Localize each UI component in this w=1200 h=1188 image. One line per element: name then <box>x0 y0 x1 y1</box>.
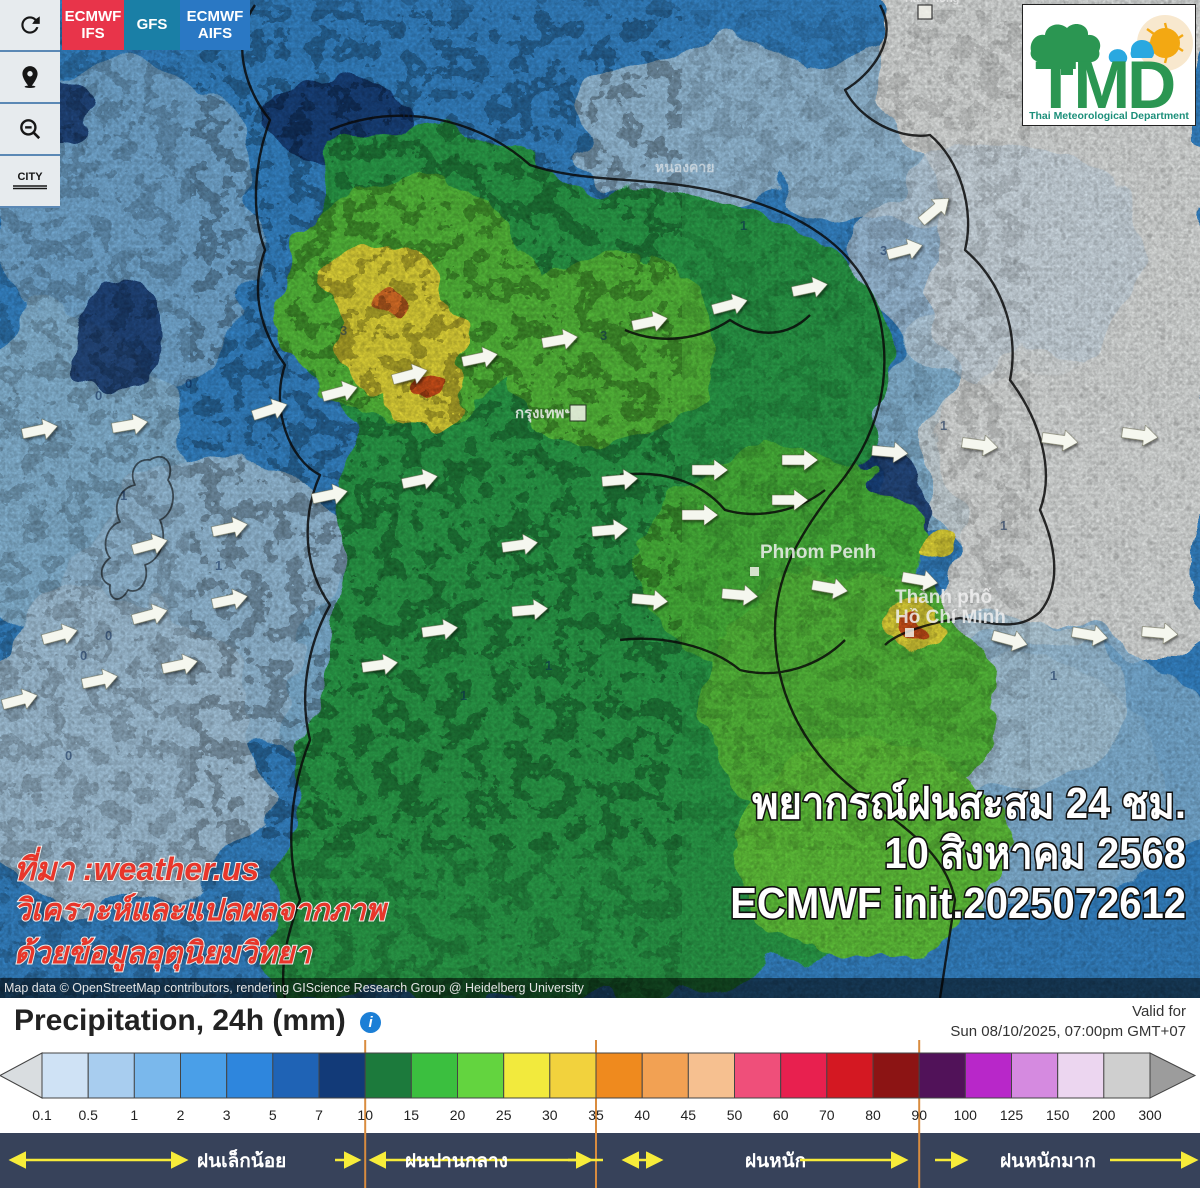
svg-text:1: 1 <box>460 688 467 703</box>
svg-text:Phnom Penh: Phnom Penh <box>760 542 876 563</box>
svg-text:กรุงเทพฯ: กรุงเทพฯ <box>515 405 573 423</box>
svg-text:80: 80 <box>865 1107 881 1123</box>
svg-text:3: 3 <box>340 323 347 338</box>
svg-text:1: 1 <box>1000 518 1007 533</box>
svg-text:ฝนหนักมาก: ฝนหนักมาก <box>1000 1151 1096 1172</box>
svg-text:3: 3 <box>600 328 607 343</box>
svg-text:100: 100 <box>954 1107 978 1123</box>
svg-text:150: 150 <box>1046 1107 1070 1123</box>
svg-text:0: 0 <box>65 748 72 763</box>
svg-text:1: 1 <box>130 1107 138 1123</box>
svg-text:CITY: CITY <box>17 171 43 183</box>
svg-text:25: 25 <box>496 1107 512 1123</box>
svg-text:40: 40 <box>634 1107 650 1123</box>
svg-text:10: 10 <box>357 1107 373 1123</box>
svg-text:1: 1 <box>740 218 747 233</box>
svg-text:หนองคาย: หนองคาย <box>655 159 714 175</box>
svg-text:Thành phố: Thành phố <box>895 587 992 608</box>
svg-text:15: 15 <box>404 1107 420 1123</box>
svg-text:300: 300 <box>1138 1107 1162 1123</box>
svg-text:60: 60 <box>773 1107 789 1123</box>
svg-text:Thai Meteorological Department: Thai Meteorological Department <box>1029 110 1189 122</box>
svg-text:1: 1 <box>940 418 947 433</box>
svg-text:0: 0 <box>105 628 112 643</box>
svg-text:3: 3 <box>880 243 887 258</box>
svg-text:5: 5 <box>269 1107 277 1123</box>
svg-text:200: 200 <box>1092 1107 1116 1123</box>
svg-text:ฝนปานกลาง: ฝนปานกลาง <box>405 1151 508 1172</box>
svg-text:1: 1 <box>545 658 552 673</box>
svg-text:90: 90 <box>911 1107 927 1123</box>
svg-text:35: 35 <box>588 1107 604 1123</box>
svg-text:45: 45 <box>681 1107 697 1123</box>
svg-text:1: 1 <box>215 558 222 573</box>
svg-text:50: 50 <box>727 1107 743 1123</box>
svg-text:1: 1 <box>1050 668 1057 683</box>
svg-text:30: 30 <box>542 1107 558 1123</box>
svg-text:10: 10 <box>400 108 414 123</box>
svg-text:70: 70 <box>819 1107 835 1123</box>
svg-text:0.1: 0.1 <box>32 1107 52 1123</box>
svg-text:Hai Phong: Hai Phong <box>905 0 959 5</box>
svg-text:0: 0 <box>80 648 87 663</box>
svg-text:2: 2 <box>177 1107 185 1123</box>
svg-text:ฝนเล็กน้อย: ฝนเล็กน้อย <box>197 1148 286 1172</box>
svg-text:3: 3 <box>223 1107 231 1123</box>
svg-text:Hồ Chí Minh: Hồ Chí Minh <box>895 607 1006 628</box>
svg-text:0: 0 <box>185 376 192 391</box>
svg-text:0.5: 0.5 <box>78 1107 98 1123</box>
svg-text:125: 125 <box>1000 1107 1024 1123</box>
svg-text:ฝนหนัก: ฝนหนัก <box>745 1151 806 1172</box>
svg-text:7: 7 <box>315 1107 323 1123</box>
svg-text:0: 0 <box>95 388 102 403</box>
svg-text:1: 1 <box>120 488 127 503</box>
svg-text:20: 20 <box>450 1107 466 1123</box>
